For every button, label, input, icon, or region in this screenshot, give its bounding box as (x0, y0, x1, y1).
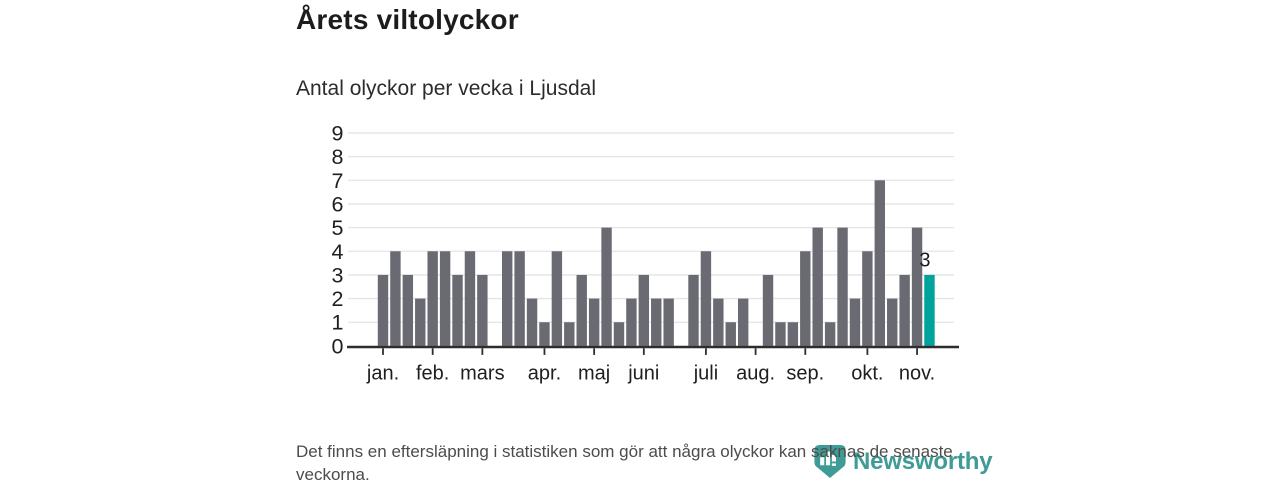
x-tick-label: aug. (736, 363, 775, 385)
week-bar (713, 298, 724, 346)
newsworthy-pin-barchart-icon (814, 444, 846, 479)
week-bar (775, 322, 786, 346)
y-tick-label: 0 (332, 334, 344, 358)
week-bar (514, 251, 525, 346)
week-bar (576, 274, 587, 346)
x-tick-label: mars (460, 363, 504, 385)
week-bar (700, 251, 712, 346)
week-bar (551, 251, 563, 346)
week-bar (899, 274, 910, 346)
newsworthy-logo-text: Newsworthy (853, 447, 993, 475)
y-tick-label: 6 (332, 192, 344, 216)
x-tick-label: feb. (416, 363, 449, 385)
bar-chart: jan. feb. mars apr. maj juni juli aug. sep. okt. n… (332, 121, 959, 385)
week-bar (626, 298, 637, 346)
week-bar (787, 322, 799, 346)
week-bar (564, 322, 575, 346)
week-bar (812, 227, 823, 346)
week-bar (762, 274, 774, 346)
y-tick-label: 9 (332, 121, 344, 145)
y-tick-label: 3 (332, 263, 344, 287)
week-bar (464, 251, 476, 346)
week-bar (862, 251, 873, 346)
week-bar (638, 274, 650, 346)
x-tick-label: okt. (851, 363, 883, 385)
week-bar (439, 251, 451, 346)
newsworthy-logo: Newsworthy (813, 443, 993, 480)
y-tick-label: 4 (332, 240, 344, 264)
y-tick-label: 1 (332, 311, 344, 335)
x-tick-label: juli (693, 363, 718, 385)
y-tick-label: 7 (332, 169, 344, 193)
week-bar (601, 227, 612, 346)
week-bar (377, 274, 389, 346)
chart-subtitle: Antal olyckor per vecka i Ljusdal (296, 77, 596, 100)
week-bar (800, 251, 811, 346)
week-bar (452, 274, 463, 346)
week-bar (613, 322, 625, 346)
highlight-value-label: 3 (919, 250, 930, 272)
week-bar (415, 298, 426, 346)
x-tick-label: juni (627, 363, 659, 385)
week-bar (725, 322, 736, 346)
x-tick-label: apr. (528, 363, 561, 385)
page-title: Årets viltolyckor (296, 4, 519, 35)
week-bar (849, 298, 861, 346)
week-bar (688, 274, 699, 346)
week-bar (502, 251, 513, 346)
week-bar (663, 298, 674, 346)
x-tick-label: maj (578, 363, 610, 385)
y-tick-label: 5 (332, 216, 344, 240)
week-bar (837, 227, 848, 346)
y-tick-label: 2 (332, 287, 344, 311)
week-bar (539, 322, 550, 346)
week-bar (887, 298, 898, 346)
week-bar (402, 274, 414, 346)
week-bar (651, 298, 662, 346)
highlight-week-bar (924, 274, 935, 346)
y-tick-label: 8 (332, 145, 344, 169)
week-bar (390, 251, 401, 346)
footer-note: Det finns en eftersläpning i statistiken… (296, 442, 953, 480)
week-bar (737, 298, 749, 346)
week-bar (526, 298, 538, 346)
week-bar (911, 227, 923, 346)
week-bar (874, 180, 885, 346)
week-bar (824, 322, 836, 346)
x-tick-label: sep. (786, 363, 824, 385)
x-tick-label: jan. (366, 363, 399, 385)
week-bar (588, 298, 600, 346)
week-bar (427, 251, 438, 346)
x-tick-label: nov. (899, 363, 935, 385)
week-bar (477, 274, 488, 346)
